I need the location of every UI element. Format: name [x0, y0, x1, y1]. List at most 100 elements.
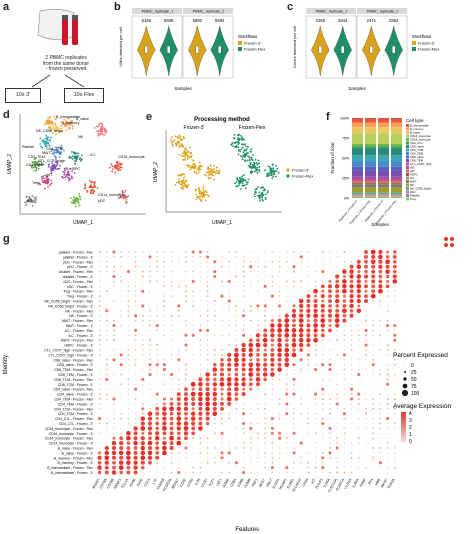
e-point-3prime: [181, 187, 184, 190]
g-dot: [386, 462, 389, 464]
g-dot: [221, 265, 223, 268]
g-dot: [178, 271, 180, 273]
g-dot: [192, 285, 194, 287]
c-legend-title: Workflows: [412, 34, 431, 39]
d-point: [59, 153, 62, 156]
g-dot: [292, 363, 296, 367]
g-dot: [370, 293, 376, 299]
f-bar-segment: [365, 184, 376, 188]
d-point: [50, 182, 53, 185]
g-feature-label: GZMB: [243, 477, 252, 488]
g-dot: [199, 324, 202, 327]
g-dot: [106, 432, 108, 434]
g-dot: [300, 285, 302, 287]
g-dot: [149, 398, 151, 400]
g-dot: [270, 417, 274, 421]
e-point-3prime: [192, 163, 195, 165]
g-dot: [234, 372, 239, 377]
e-point-3prime: [172, 145, 175, 147]
g-dot: [385, 274, 390, 279]
e-point-flex: [248, 156, 251, 159]
g-dot: [315, 256, 317, 258]
g-dot: [387, 359, 388, 361]
c-box-1-1: [392, 45, 396, 54]
g-dot: [249, 265, 253, 269]
g-dot: [183, 406, 189, 411]
g-dot: [365, 353, 367, 356]
g-dot: [171, 305, 172, 307]
g-dot: [343, 432, 346, 435]
g-dot: [278, 447, 281, 449]
e-point-3prime: [181, 144, 184, 147]
g-dot: [113, 319, 115, 322]
g-dot: [365, 427, 367, 430]
g-row-label: pDC - Frozen - 3': [67, 265, 93, 269]
g-dot: [148, 363, 152, 367]
g-dot: [142, 266, 144, 268]
g-dot: [257, 290, 259, 293]
f-bar-segment: [378, 133, 389, 144]
g-dot: [147, 421, 153, 426]
e-point-3prime: [196, 196, 198, 198]
g-dot: [394, 320, 396, 322]
g-dot: [329, 442, 331, 444]
g-dot: [221, 329, 223, 331]
g-dot: [105, 363, 108, 366]
f-bar-segment: [352, 195, 363, 198]
e-point-3prime: [182, 155, 185, 157]
g-dot: [127, 378, 130, 381]
g-dot: [192, 452, 194, 454]
g-dot: [227, 372, 231, 377]
g-dot: [394, 388, 396, 390]
e-point-3prime: [218, 169, 221, 172]
g-dot: [242, 452, 245, 454]
g-dot: [393, 333, 397, 337]
g-dot: [270, 362, 275, 367]
d-point: [69, 197, 72, 199]
e-point-flex: [258, 199, 261, 202]
g-row-label: CD4_naive - Frozen - 3': [57, 393, 93, 397]
g-dot: [192, 315, 194, 317]
g-dot: [250, 403, 252, 405]
g-dot: [264, 417, 267, 420]
g-dot: [378, 249, 383, 255]
g-dot: [379, 339, 381, 341]
g-dot: [363, 284, 369, 289]
e-point-flex: [237, 134, 240, 137]
g-dot: [351, 251, 353, 253]
d-point: [114, 166, 116, 168]
g-dot: [140, 455, 146, 461]
g-dot: [185, 359, 187, 361]
panel-a-letter: a: [3, 1, 10, 13]
g-dot: [185, 373, 187, 376]
g-dot: [120, 349, 122, 351]
g-dot: [278, 412, 281, 415]
g-dot: [221, 471, 223, 474]
g-dot: [386, 354, 389, 356]
g-dot: [351, 408, 353, 410]
e-legend-item-0: Frozen-3': [292, 168, 309, 173]
e-point-flex: [272, 172, 275, 175]
g-dot: [127, 251, 130, 253]
g-dot: [351, 447, 353, 449]
g-dot: [199, 256, 202, 258]
d-point: [71, 125, 74, 127]
g-dot: [248, 362, 254, 367]
g-dot: [365, 452, 367, 454]
g-dot: [314, 403, 317, 405]
g-dot: [394, 437, 396, 439]
g-dot: [221, 447, 223, 449]
e-point-flex: [236, 177, 239, 179]
g-dot: [206, 319, 209, 322]
g-dot: [214, 422, 216, 425]
d-point: [62, 170, 65, 173]
g-row-label: cDC - Frozen - Flex: [63, 280, 93, 284]
g-dot: [263, 328, 268, 333]
e-point-flex: [237, 153, 240, 156]
g-dot: [292, 318, 296, 323]
g-dot: [142, 393, 144, 395]
g-row-label: CD4_CTL - Frozen - 3': [59, 422, 93, 426]
g-dot: [264, 452, 267, 454]
g-dot: [264, 471, 266, 474]
g-dot: [372, 349, 374, 351]
